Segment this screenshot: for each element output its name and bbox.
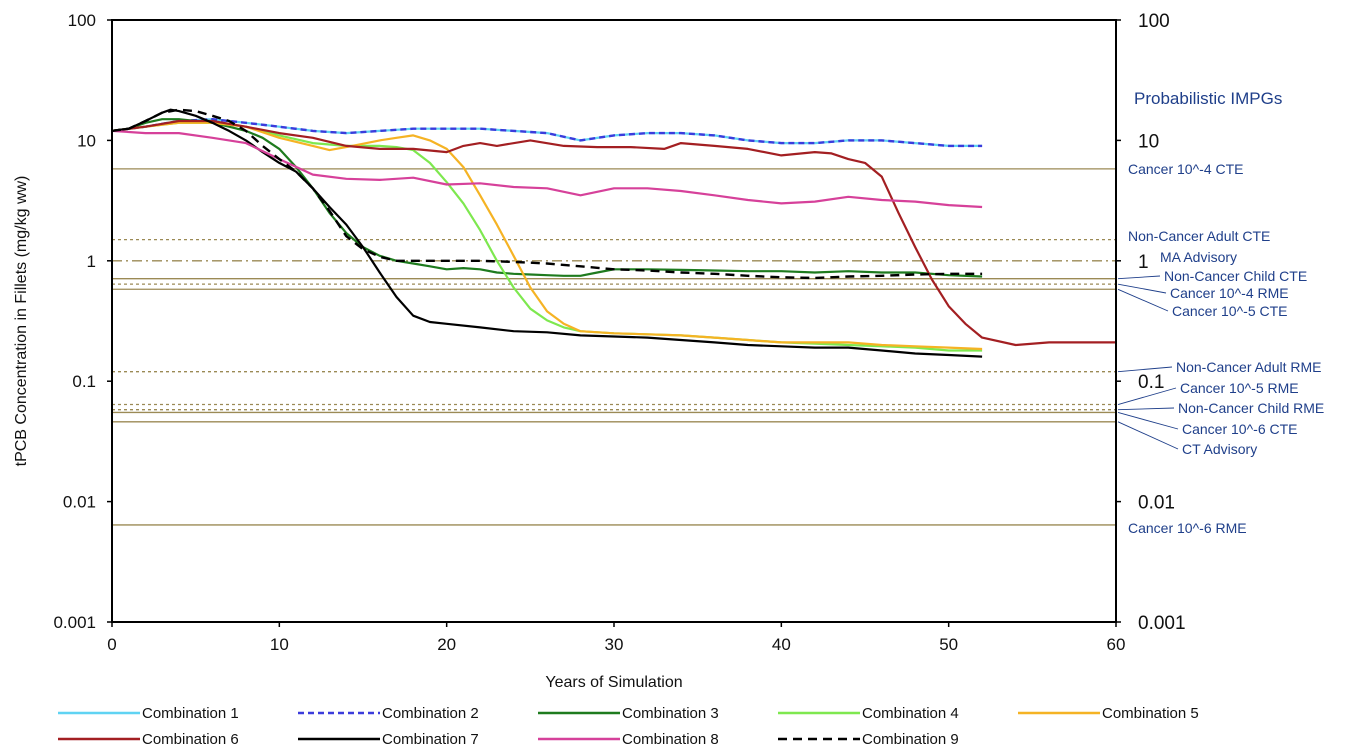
threshold-leader [1117, 412, 1179, 430]
threshold-label: Cancer 10^-5 RME [1180, 380, 1299, 396]
threshold-labels: Cancer 10^-4 CTE Non-Cancer Adult CTE MA A… [1117, 161, 1324, 536]
y2-tick-label: 0.001 [1138, 613, 1186, 634]
legend-label-1: Combination 1 [142, 705, 239, 722]
y-tick-label: 0.1 [72, 372, 96, 391]
legend-label-2: Combination 2 [382, 705, 479, 722]
threshold-label: Non-Cancer Child CTE [1164, 268, 1307, 284]
x-tick-label: 40 [772, 635, 791, 654]
x-tick-label: 20 [437, 635, 456, 654]
threshold-leader [1117, 288, 1169, 312]
legend-label-4: Combination 4 [862, 705, 959, 722]
threshold-label: MA Advisory [1160, 249, 1237, 265]
threshold-lines [112, 19, 1116, 526]
x-tick-label: 10 [270, 635, 289, 654]
y2-tick-label: 100 [1138, 11, 1170, 32]
threshold-label: CT Advisory [1182, 441, 1257, 457]
legend-label-5: Combination 5 [1102, 705, 1199, 722]
plot-frame [111, 19, 1117, 623]
threshold-label: Cancer 10^-6 RME [1128, 520, 1247, 536]
threshold-leader [1117, 283, 1167, 294]
legend-label-7: Combination 7 [382, 731, 479, 748]
series-line-8 [111, 129, 983, 209]
x-tick-label: 0 [107, 635, 116, 654]
threshold-label: Non-Cancer Adult RME [1176, 359, 1322, 375]
legend-label-8: Combination 8 [622, 731, 719, 748]
legend-label-3: Combination 3 [622, 705, 719, 722]
right-axis-title: Probabilistic IMPGs [1134, 89, 1282, 108]
y2-tick-label: 0.01 [1138, 493, 1175, 514]
threshold-leader [1117, 387, 1177, 405]
series-line-5 [111, 121, 983, 351]
threshold-leader [1117, 366, 1173, 373]
threshold-leader [1117, 407, 1175, 411]
y-tick-label: 10 [77, 131, 96, 150]
y2-tick-label: 0.1 [1138, 372, 1164, 393]
y2-tick-label: 10 [1138, 131, 1159, 152]
y-axis-label: tPCB Concentration in Fillets (mg/kg ww) [13, 176, 30, 467]
threshold-leader [1117, 421, 1179, 450]
x-tick-label: 60 [1107, 635, 1126, 654]
series-line-4 [111, 121, 983, 352]
threshold-label: Cancer 10^-5 CTE [1172, 303, 1288, 319]
legend-label-9: Combination 9 [862, 731, 959, 748]
series-line-9 [111, 108, 983, 280]
x-axis-label: Years of Simulation [545, 674, 682, 691]
series-line-7 [111, 108, 983, 358]
threshold-leader [1117, 275, 1161, 280]
legend-label-6: Combination 6 [142, 731, 239, 748]
y-tick-label: 100 [68, 11, 96, 30]
series-lines [111, 108, 1116, 358]
series-line-6 [111, 119, 1116, 347]
threshold-label: Cancer 10^-6 CTE [1182, 421, 1298, 437]
threshold-label: Cancer 10^-4 RME [1170, 285, 1289, 301]
x-tick-label: 30 [605, 635, 624, 654]
threshold-label: Non-Cancer Adult CTE [1128, 228, 1270, 244]
series-line-1 [111, 118, 983, 147]
x-tick-label: 50 [939, 635, 958, 654]
legend: Combination 1 Combination 2 Combination 3 C… [58, 705, 1199, 748]
y-tick-label: 0.001 [53, 613, 96, 632]
y-tick-label: 0.01 [63, 493, 96, 512]
axis-ticks: 0 10 20 30 40 50 60 0.001 0.01 0.1 1 10 100 0.001 0.01… [53, 11, 1185, 654]
y2-tick-label: 1 [1138, 252, 1149, 273]
series-line-3 [111, 118, 983, 278]
y-tick-label: 1 [87, 252, 96, 271]
threshold-label: Non-Cancer Child RME [1178, 400, 1324, 416]
threshold-label: Cancer 10^-4 CTE [1128, 161, 1244, 177]
